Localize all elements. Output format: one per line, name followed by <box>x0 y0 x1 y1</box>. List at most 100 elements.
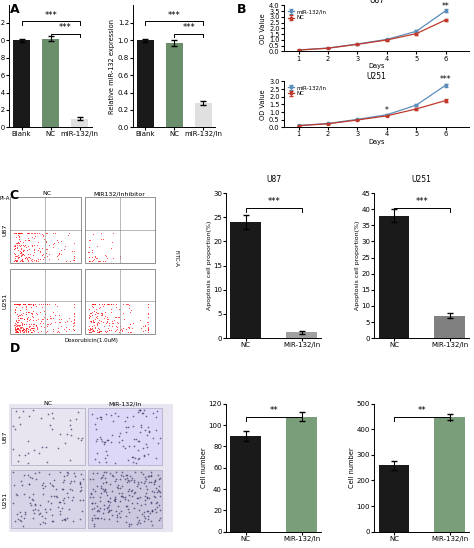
Point <box>18 311 25 320</box>
Point <box>136 454 143 463</box>
Point <box>30 233 37 242</box>
Point <box>87 309 95 318</box>
Point <box>14 324 21 333</box>
Point <box>124 300 131 309</box>
Point <box>16 257 24 266</box>
Point <box>37 322 45 330</box>
Point <box>148 507 156 516</box>
Point <box>40 253 48 261</box>
Point <box>27 319 35 328</box>
Point <box>13 300 20 309</box>
Point <box>10 244 18 253</box>
Point <box>99 478 107 487</box>
Point <box>109 300 116 309</box>
Point <box>55 251 62 260</box>
Point <box>127 327 135 336</box>
Point <box>77 470 85 478</box>
Point <box>25 323 33 332</box>
Point <box>36 319 44 328</box>
Point <box>13 229 20 238</box>
Point <box>15 232 23 241</box>
Point <box>36 254 44 263</box>
Point <box>61 515 68 523</box>
Point <box>100 505 108 514</box>
Point <box>36 520 44 528</box>
Point <box>105 507 112 516</box>
Point <box>85 256 93 265</box>
Point <box>104 300 112 309</box>
Point <box>154 407 161 415</box>
Point <box>21 451 28 460</box>
Point <box>142 475 150 483</box>
Point <box>35 256 42 265</box>
Point <box>62 323 70 332</box>
Point <box>125 507 133 516</box>
Point <box>55 498 63 506</box>
Point <box>36 510 43 518</box>
Point <box>40 306 48 315</box>
Point <box>87 318 94 327</box>
Point <box>103 436 111 445</box>
Point <box>93 325 100 334</box>
Point <box>91 315 99 323</box>
Point <box>29 322 36 330</box>
Point <box>33 229 41 238</box>
Point <box>49 324 57 333</box>
Point <box>18 327 26 335</box>
Point <box>25 493 33 501</box>
Point <box>25 229 32 238</box>
Point <box>15 239 23 248</box>
Point <box>129 453 137 461</box>
Point <box>26 236 33 244</box>
Point <box>79 495 87 504</box>
Point <box>98 311 105 320</box>
Point <box>9 467 17 476</box>
Point <box>102 467 110 476</box>
Point <box>130 488 137 497</box>
Point <box>89 318 97 327</box>
Point <box>18 517 25 526</box>
Bar <box>379 216 409 338</box>
Point <box>43 442 50 451</box>
Point <box>17 477 24 486</box>
Point <box>133 482 141 490</box>
Point <box>147 517 155 526</box>
Point <box>10 229 18 238</box>
Point <box>12 252 20 261</box>
Point <box>96 413 103 422</box>
Point <box>36 500 44 509</box>
Point <box>12 256 19 265</box>
Point <box>14 246 21 255</box>
Point <box>101 486 109 494</box>
Point <box>26 326 34 334</box>
Point <box>76 487 83 496</box>
Point <box>13 327 20 336</box>
Point <box>78 506 86 515</box>
Point <box>95 328 103 336</box>
Point <box>112 475 120 483</box>
Point <box>57 237 64 246</box>
Point <box>156 506 164 515</box>
Point <box>111 327 118 336</box>
Point <box>67 431 74 439</box>
Point <box>32 320 39 329</box>
Point <box>70 254 77 262</box>
Point <box>130 441 137 450</box>
Point <box>142 412 149 420</box>
Point <box>30 229 37 238</box>
FancyBboxPatch shape <box>10 269 81 334</box>
Point <box>43 315 50 324</box>
Point <box>18 240 25 249</box>
Point <box>114 484 121 493</box>
Y-axis label: Relative miR-132 expression: Relative miR-132 expression <box>109 19 115 114</box>
Point <box>13 300 21 309</box>
Point <box>136 483 144 492</box>
Point <box>17 242 24 250</box>
Point <box>20 324 27 333</box>
Point <box>14 253 22 261</box>
Point <box>66 484 74 493</box>
Point <box>51 311 58 319</box>
Point <box>85 236 93 244</box>
Point <box>15 300 23 309</box>
Point <box>44 327 51 335</box>
